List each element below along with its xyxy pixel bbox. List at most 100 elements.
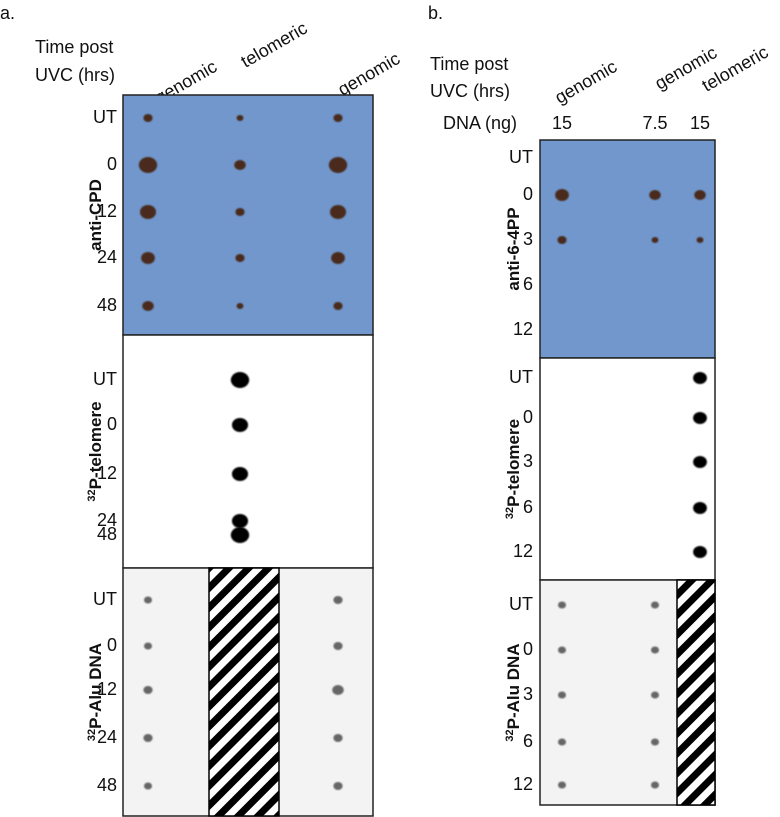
hatched-lane	[676, 579, 716, 806]
dot	[693, 546, 707, 558]
row-label: UT	[509, 147, 533, 167]
dot	[230, 527, 250, 543]
row-label: UT	[93, 589, 117, 609]
dna-amount: 15	[552, 113, 572, 133]
row-label: 12	[97, 201, 117, 221]
blot	[539, 357, 716, 581]
dot	[333, 596, 343, 604]
dot	[557, 691, 567, 699]
blot	[539, 139, 716, 359]
label-superscript: 32	[504, 507, 516, 519]
label-text: P-telomere	[86, 401, 105, 489]
label-text: anti-6-4PP	[504, 207, 523, 290]
row-label: UT	[509, 367, 533, 387]
row-label: 0	[523, 184, 533, 204]
dot	[231, 514, 249, 528]
panel-label: a.	[0, 3, 15, 23]
time-header: Time post	[35, 37, 113, 57]
time-header: UVC (hrs)	[35, 65, 115, 85]
row-label: 0	[107, 414, 117, 434]
dot	[650, 646, 660, 654]
dot	[650, 601, 660, 609]
dot	[557, 781, 567, 789]
dot	[693, 502, 707, 514]
label-text: P-Alu DNA	[86, 643, 105, 729]
panel-label: b.	[428, 3, 443, 23]
row-label: 24	[97, 247, 117, 267]
label-text: P-Alu DNA	[504, 643, 523, 729]
dot	[557, 236, 567, 244]
dot	[143, 734, 153, 742]
dot	[649, 190, 661, 200]
dot	[650, 738, 660, 746]
dot	[142, 301, 154, 311]
dna-label: DNA (ng)	[443, 113, 517, 133]
dot	[694, 190, 706, 200]
row-label: 48	[97, 524, 117, 544]
row-label: 0	[523, 407, 533, 427]
label-text: anti-CPD	[86, 179, 105, 251]
dot	[650, 691, 660, 699]
dot	[235, 254, 245, 262]
row-label: 12	[513, 774, 533, 794]
dot	[331, 252, 345, 264]
blot-label: 32P-Alu DNA	[504, 643, 524, 741]
dot	[138, 157, 158, 173]
row-label: 48	[97, 295, 117, 315]
row-label: 48	[97, 775, 117, 795]
dot	[143, 596, 153, 604]
dot	[231, 418, 249, 432]
dot	[143, 114, 153, 122]
dot	[333, 642, 343, 650]
blot-label: 32P-Alu DNA	[86, 643, 106, 741]
dot	[234, 160, 246, 170]
column-header: genomic	[334, 48, 403, 99]
dot	[328, 157, 348, 173]
row-label: UT	[93, 369, 117, 389]
hatched-lane	[208, 567, 280, 817]
row-label: 6	[523, 497, 533, 517]
dot	[557, 738, 567, 746]
row-label: 3	[523, 229, 533, 249]
time-header: UVC (hrs)	[430, 81, 510, 101]
blot	[122, 334, 374, 569]
row-label: 12	[97, 463, 117, 483]
blot-label: anti-6-4PP	[504, 207, 523, 290]
dot	[651, 237, 659, 243]
dot	[141, 252, 155, 264]
column-header: telomeric	[237, 18, 310, 72]
blot-label: 32P-telomere	[86, 401, 106, 501]
label-superscript: 32	[504, 729, 516, 741]
label-text: P-telomere	[504, 419, 523, 507]
row-label: 3	[523, 684, 533, 704]
dot	[557, 601, 567, 609]
dot	[557, 646, 567, 654]
dot	[139, 205, 157, 219]
row-label: 24	[97, 510, 117, 530]
blot-label: anti-CPD	[86, 179, 105, 251]
dot	[143, 642, 153, 650]
dot	[236, 115, 244, 121]
row-label: 3	[523, 451, 533, 471]
dot	[231, 467, 249, 481]
dna-amount: 7.5	[642, 113, 667, 133]
row-label: 12	[513, 319, 533, 339]
row-label: 0	[523, 639, 533, 659]
label-superscript: 32	[86, 729, 98, 741]
label-superscript: 32	[86, 489, 98, 501]
dot	[333, 734, 343, 742]
row-label: UT	[93, 107, 117, 127]
dot	[333, 302, 343, 310]
dot	[333, 782, 343, 790]
dot	[555, 189, 569, 201]
dot	[230, 372, 250, 388]
dot	[693, 412, 707, 424]
dot	[236, 303, 244, 309]
row-label: 6	[523, 274, 533, 294]
column-header: genomic	[551, 56, 620, 107]
dot	[333, 114, 343, 122]
row-label: 12	[97, 679, 117, 699]
blot-label: 32P-telomere	[504, 419, 524, 519]
dot	[696, 237, 704, 243]
row-label: 0	[107, 635, 117, 655]
